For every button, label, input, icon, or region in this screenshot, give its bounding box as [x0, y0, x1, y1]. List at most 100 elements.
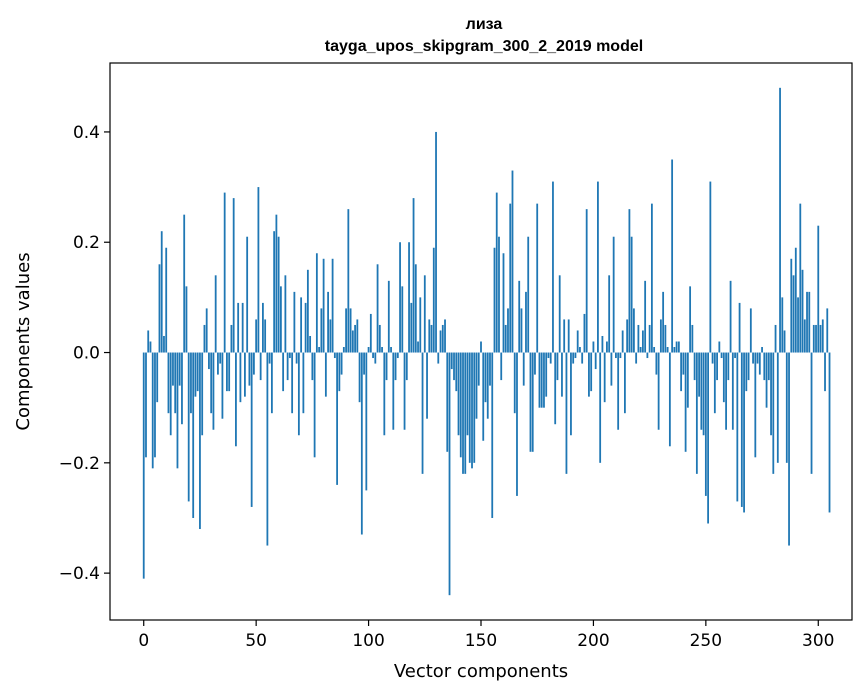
bar-167: [518, 280, 521, 353]
bar-193: [576, 330, 579, 353]
bar-144: [466, 352, 469, 436]
bar-106: [381, 347, 383, 353]
bar-176: [538, 352, 541, 408]
bar-173: [531, 352, 534, 452]
bar-281: [774, 324, 777, 353]
bar-10: [165, 247, 168, 353]
bar-19: [185, 286, 188, 353]
bar-115: [401, 286, 404, 353]
bar-216: [628, 209, 631, 353]
bar-133: [441, 324, 444, 353]
bar-40: [232, 198, 235, 353]
bar-76: [313, 352, 316, 458]
y-tick-label-3: 0.2: [73, 233, 100, 253]
bar-254: [713, 352, 716, 414]
bar-56: [268, 352, 271, 364]
bar-174: [534, 352, 536, 375]
bar-287: [788, 352, 790, 546]
bar-71: [302, 352, 305, 414]
bar-114: [399, 242, 401, 353]
bar-30: [210, 352, 213, 414]
bar-153: [486, 352, 489, 419]
bar-165: [513, 352, 516, 414]
bar-270: [749, 308, 752, 353]
bar-189: [567, 319, 570, 353]
bar-302: [821, 319, 824, 353]
bar-128: [430, 324, 433, 353]
bar-120: [412, 198, 415, 353]
bar-210: [615, 352, 617, 359]
bar-227: [653, 347, 656, 353]
bar-296: [808, 291, 811, 353]
bar-125: [423, 275, 426, 353]
bar-111: [392, 352, 395, 430]
bar-78: [318, 347, 321, 353]
x-axis-ticks: 0 50 100 150 200 250 300: [138, 620, 834, 651]
bar-9: [163, 335, 165, 353]
bar-48: [250, 352, 253, 507]
bar-158: [498, 236, 500, 353]
bar-205: [603, 352, 606, 403]
bar-200: [592, 341, 595, 353]
bar-247: [698, 352, 700, 397]
bar-192: [574, 352, 577, 359]
bar-177: [540, 352, 543, 408]
bar-47: [248, 352, 251, 386]
bar-12: [169, 352, 172, 436]
bar-286: [785, 352, 788, 463]
bar-116: [403, 352, 406, 430]
bar-175: [536, 203, 539, 353]
bar-83: [329, 319, 332, 353]
bar-54: [264, 319, 267, 353]
bar-240: [682, 352, 685, 375]
bar-226: [650, 203, 653, 353]
bar-207: [608, 275, 611, 353]
bar-146: [471, 352, 473, 469]
y-tick-label-0: −0.4: [59, 564, 100, 584]
bar-179: [545, 352, 548, 397]
bar-238: [677, 341, 680, 353]
bar-293: [801, 269, 804, 353]
bar-169: [522, 352, 525, 386]
bar-188: [565, 352, 568, 474]
bar-136: [448, 352, 451, 596]
bar-261: [729, 280, 732, 353]
bar-33: [217, 352, 219, 375]
bar-159: [500, 352, 503, 381]
bar-80: [322, 258, 325, 353]
bar-131: [437, 352, 440, 364]
bar-245: [693, 352, 696, 381]
bar-68: [295, 352, 298, 364]
bar-39: [230, 324, 233, 353]
x-tick-label-5: 250: [690, 631, 722, 651]
bar-31: [212, 352, 215, 430]
x-tick-label-3: 150: [465, 631, 497, 651]
bar-257: [720, 352, 723, 359]
bar-95: [356, 319, 359, 353]
bar-129: [432, 247, 435, 353]
bar-132: [439, 330, 442, 353]
bar-246: [695, 352, 698, 474]
bar-82: [327, 291, 329, 353]
bar-232: [664, 324, 667, 353]
bar-72: [304, 302, 307, 353]
bar-119: [410, 302, 413, 353]
bar-105: [378, 324, 381, 353]
bar-61: [279, 286, 282, 353]
bar-262: [731, 352, 734, 430]
bar-74: [309, 335, 312, 353]
x-tick-label-0: 0: [138, 631, 149, 651]
bar-199: [590, 352, 593, 392]
bar-289: [792, 275, 795, 353]
bar-41: [235, 352, 237, 447]
bar-117: [405, 352, 408, 381]
bar-34: [219, 352, 222, 364]
bar-297: [810, 352, 813, 474]
bar-85: [333, 352, 336, 359]
bar-183: [554, 352, 557, 425]
bar-243: [689, 286, 692, 353]
bar-127: [428, 319, 431, 353]
x-axis-label: Vector components: [394, 661, 568, 682]
bar-15: [176, 352, 179, 469]
